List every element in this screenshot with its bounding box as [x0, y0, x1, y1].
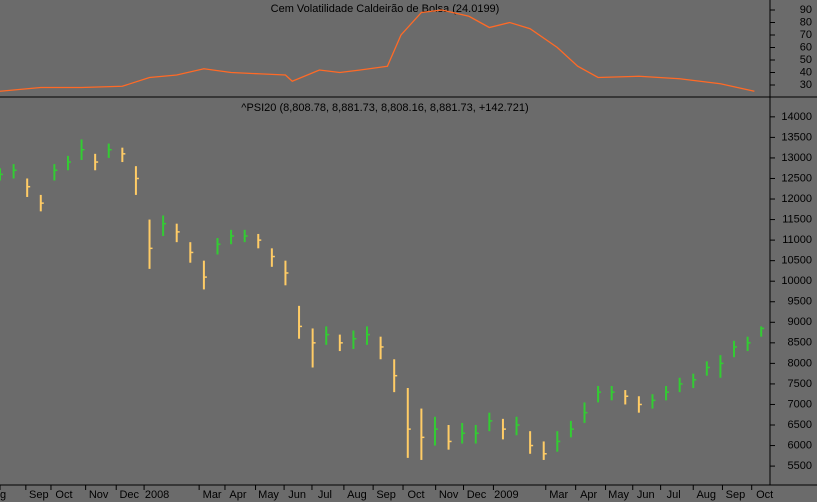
y-tick-label: 10500: [781, 255, 812, 267]
y-tick-label: 5500: [788, 460, 812, 472]
x-tick-label: Jul: [318, 489, 332, 501]
x-tick-label: 2009: [494, 489, 518, 501]
y-tick-label: 12500: [781, 172, 812, 184]
x-tick-label: Mar: [203, 489, 222, 501]
y-tick-label: 13000: [781, 152, 812, 164]
y-tick-label: 7500: [788, 378, 812, 390]
x-tick-label: Sep: [726, 489, 746, 501]
y-tick-label: 11000: [782, 234, 812, 246]
x-tick-label: 2008: [145, 489, 169, 501]
y-tick-label: 40: [800, 66, 812, 78]
y-tick-label: 80: [800, 16, 812, 28]
y-tick-label: 8000: [788, 357, 812, 369]
y-tick-label: 6000: [788, 439, 812, 451]
x-tick-label: Oct: [756, 489, 773, 501]
y-tick-label: 6500: [788, 419, 812, 431]
x-tick-label: Jun: [637, 489, 655, 501]
x-tick-label: Oct: [55, 489, 72, 501]
x-tick-label: Oct: [407, 489, 424, 501]
x-tick-label: Jun: [288, 489, 306, 501]
x-tick-label: Apr: [580, 489, 597, 501]
y-tick-label: 13500: [781, 131, 812, 143]
x-tick-label: Apr: [229, 489, 246, 501]
x-tick-label: Sep: [376, 489, 396, 501]
y-tick-label: 12000: [781, 193, 812, 205]
x-tick-label: May: [608, 489, 629, 501]
x-tick-label: g: [0, 489, 6, 501]
y-tick-label: 70: [800, 29, 812, 41]
volatility-title: Cem Volatilidade Caldeirão de Bolsa (24.…: [271, 3, 500, 15]
y-tick-label: 90: [800, 4, 812, 16]
x-tick-label: Nov: [89, 489, 109, 501]
x-tick-label: Aug: [696, 489, 716, 501]
y-tick-label: 9500: [788, 296, 812, 308]
y-tick-label: 9000: [788, 316, 812, 328]
y-tick-label: 7000: [788, 398, 812, 410]
x-tick-label: May: [258, 489, 279, 501]
y-tick-label: 30: [800, 79, 812, 91]
x-tick-label: Dec: [467, 489, 487, 501]
volatility-line: [0, 9, 755, 92]
price-title: ^PSI20 (8,808.78, 8,881.73, 8,808.16, 8,…: [241, 102, 528, 114]
y-tick-label: 11500: [782, 213, 812, 225]
y-tick-label: 60: [800, 41, 812, 53]
x-tick-label: Dec: [119, 489, 139, 501]
x-tick-label: Nov: [439, 489, 459, 501]
y-tick-label: 50: [800, 54, 812, 66]
y-tick-label: 14000: [781, 111, 812, 123]
x-tick-label: Jul: [667, 489, 681, 501]
y-tick-label: 10000: [781, 275, 812, 287]
x-tick-label: Sep: [29, 489, 49, 501]
x-tick-label: Aug: [347, 489, 367, 501]
x-tick-label: Mar: [549, 489, 568, 501]
y-tick-label: 8500: [788, 337, 812, 349]
